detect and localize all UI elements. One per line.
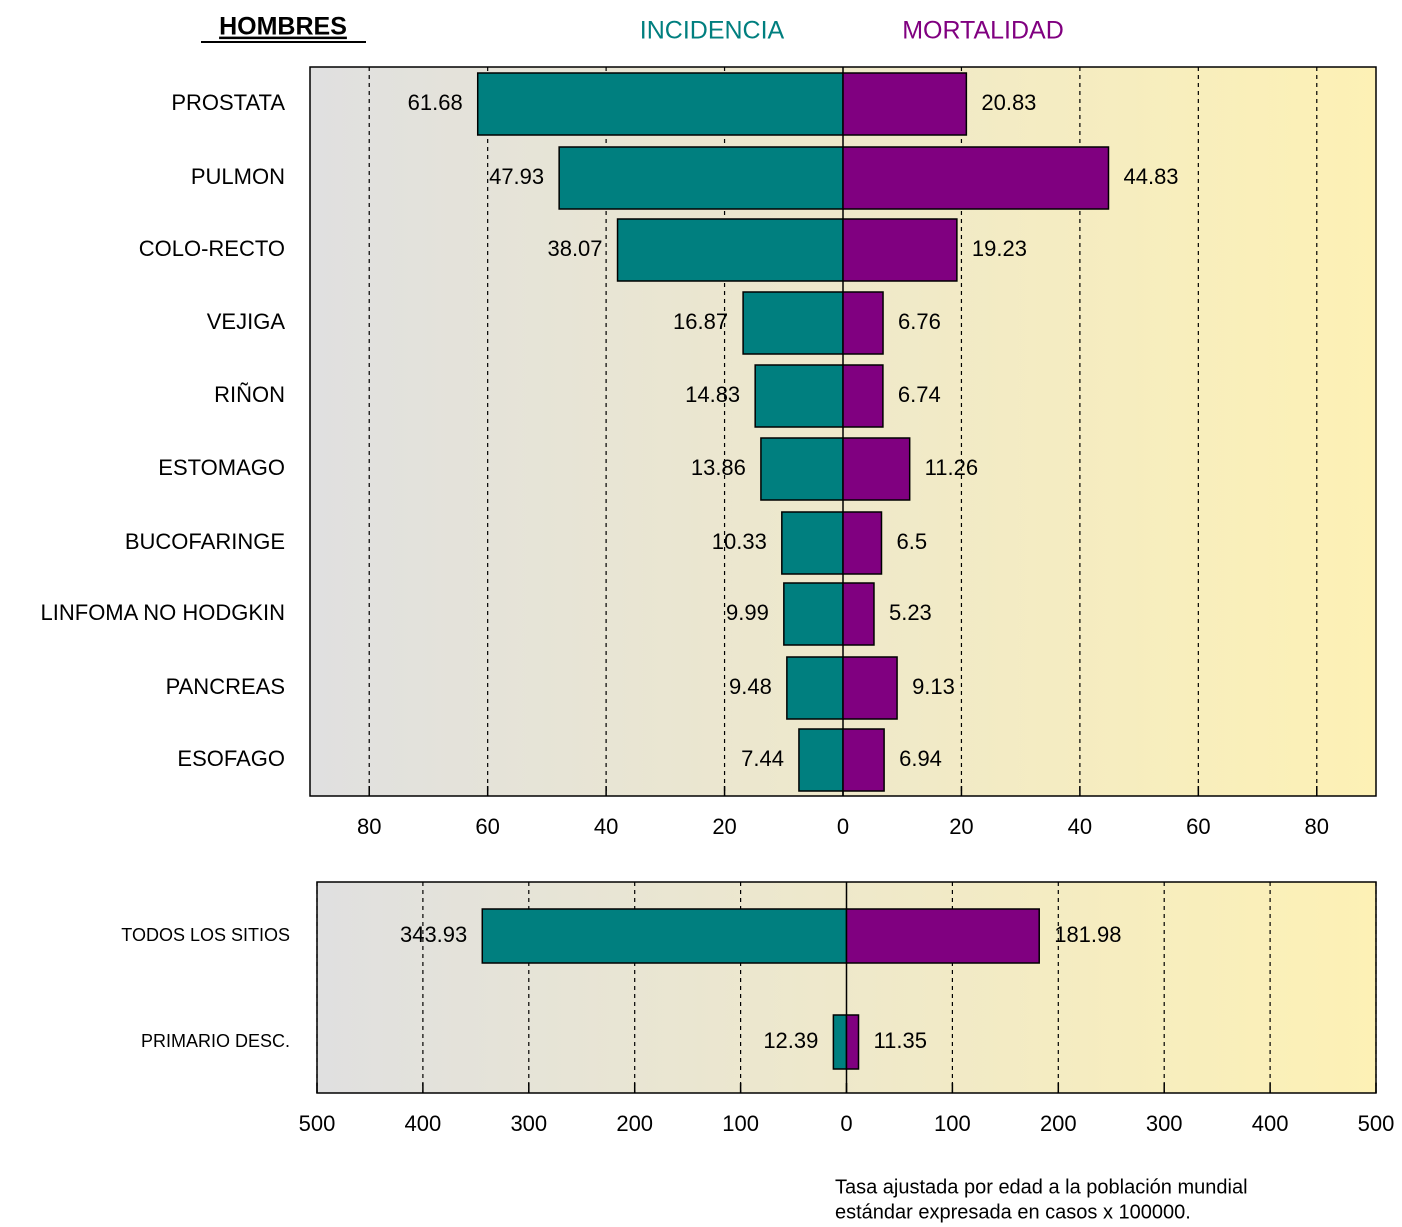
category-label: PRIMARIO DESC. — [141, 1031, 290, 1051]
value-label: 13.86 — [691, 455, 746, 480]
category-label: COLO-RECTO — [139, 236, 285, 261]
value-label: 44.83 — [1123, 164, 1178, 189]
value-label: 20.83 — [981, 90, 1036, 115]
value-label: 12.39 — [763, 1028, 818, 1053]
category-label: ESTOMAGO — [158, 455, 285, 480]
bar — [842, 656, 898, 720]
x-tick-label: 200 — [616, 1111, 653, 1136]
bar — [786, 656, 844, 720]
category-label: ESOFAGO — [177, 746, 285, 771]
x-tick-label: 300 — [1146, 1111, 1183, 1136]
x-tick-label: 80 — [1305, 814, 1329, 839]
bar — [798, 728, 844, 792]
x-tick-label: 200 — [1040, 1111, 1077, 1136]
bar — [845, 1014, 860, 1070]
value-label: 6.94 — [899, 746, 942, 771]
bar — [783, 582, 844, 646]
x-tick-label: 500 — [299, 1111, 336, 1136]
bar — [754, 364, 844, 428]
bar — [842, 728, 885, 792]
plot-frame — [316, 881, 1377, 1094]
x-tick-label: 20 — [712, 814, 736, 839]
value-label: 19.23 — [972, 236, 1027, 261]
value-label: 181.98 — [1054, 922, 1121, 947]
bar — [842, 146, 1110, 210]
category-label: PROSTATA — [171, 90, 285, 115]
legend-entry: INCIDENCIA — [640, 17, 785, 45]
bar — [842, 72, 968, 136]
value-label: 343.93 — [400, 922, 467, 947]
category-label: TODOS LOS SITIOS — [121, 925, 290, 945]
chart-title: HOMBRES — [219, 13, 347, 41]
category-label: VEJIGA — [207, 309, 286, 334]
bar — [481, 908, 848, 964]
x-tick-label: 300 — [510, 1111, 547, 1136]
bar — [760, 437, 844, 501]
value-label: 9.13 — [912, 674, 955, 699]
x-tick-label: 20 — [949, 814, 973, 839]
bar — [842, 218, 958, 282]
x-tick-label: 0 — [837, 814, 849, 839]
bar — [558, 146, 844, 210]
category-label: BUCOFARINGE — [125, 529, 285, 554]
x-tick-label: 40 — [1068, 814, 1092, 839]
value-label: 38.07 — [547, 236, 602, 261]
bar — [842, 364, 884, 428]
x-tick-label: 60 — [1186, 814, 1210, 839]
plot-frame — [309, 66, 1377, 797]
bar — [845, 908, 1040, 964]
value-label: 9.48 — [729, 674, 772, 699]
bar — [742, 291, 844, 355]
legend-entry: MORTALIDAD — [902, 17, 1064, 45]
category-label: PANCREAS — [166, 674, 285, 699]
x-tick-label: 100 — [934, 1111, 971, 1136]
x-tick-label: 80 — [357, 814, 381, 839]
x-tick-label: 100 — [722, 1111, 759, 1136]
value-label: 11.35 — [874, 1028, 927, 1053]
x-tick-label: 400 — [405, 1111, 442, 1136]
category-label: PULMON — [191, 164, 285, 189]
bar — [781, 511, 844, 575]
value-label: 10.33 — [712, 529, 767, 554]
bar — [832, 1014, 848, 1070]
value-label: 6.76 — [898, 309, 941, 334]
value-label: 7.44 — [741, 746, 784, 771]
bar — [842, 437, 911, 501]
value-label: 16.87 — [673, 309, 728, 334]
annotation: estándar expresada en casos x 100000. — [835, 1201, 1191, 1223]
value-label: 6.5 — [896, 529, 927, 554]
bar — [842, 582, 875, 646]
category-label: LINFOMA NO HODGKIN — [41, 600, 285, 625]
bar — [842, 511, 883, 575]
value-label: 11.26 — [925, 455, 978, 480]
value-label: 6.74 — [898, 382, 941, 407]
value-label: 5.23 — [889, 600, 932, 625]
value-label: 47.93 — [489, 164, 544, 189]
value-label: 61.68 — [408, 90, 463, 115]
x-tick-label: 500 — [1358, 1111, 1395, 1136]
x-tick-label: 0 — [840, 1111, 852, 1136]
category-label: RIÑON — [214, 382, 285, 407]
value-label: 14.83 — [685, 382, 740, 407]
bar — [616, 218, 844, 282]
x-tick-label: 40 — [594, 814, 618, 839]
x-tick-label: 60 — [475, 814, 499, 839]
value-label: 9.99 — [726, 600, 769, 625]
bar — [476, 72, 844, 136]
bar — [842, 291, 884, 355]
x-tick-label: 400 — [1252, 1111, 1289, 1136]
annotation: Tasa ajustada por edad a la población mu… — [835, 1176, 1248, 1198]
